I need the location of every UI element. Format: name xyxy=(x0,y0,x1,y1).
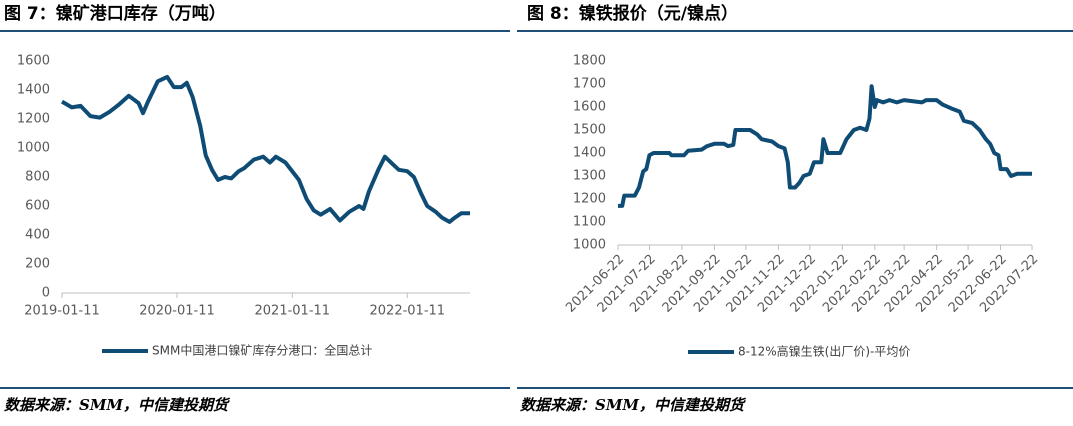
legend-label: SMM中国港口镍矿库存分港口：全国总计 xyxy=(152,343,372,358)
y-tick-label: 0 xyxy=(42,286,50,301)
y-tick-label: 1100 xyxy=(573,215,606,230)
y-tick-label: 1400 xyxy=(573,146,606,161)
y-tick-label: 1600 xyxy=(17,54,50,69)
y-tick-label: 1200 xyxy=(17,112,50,127)
source-note: 数据来源：SMM，中信建投期货 xyxy=(520,396,747,414)
y-tick-label: 1600 xyxy=(573,100,606,115)
y-tick-label: 1400 xyxy=(17,83,50,98)
y-tick-label: 1800 xyxy=(573,54,606,69)
y-tick-label: 200 xyxy=(25,257,50,272)
y-tick-label: 400 xyxy=(25,228,50,243)
y-tick-label: 1000 xyxy=(17,141,50,156)
x-tick-label: 2022-01-11 xyxy=(370,304,446,319)
x-tick-label: 2019-01-11 xyxy=(24,304,100,319)
y-tick-label: 1200 xyxy=(573,192,606,207)
source-note: 数据来源：SMM，中信建投期货 xyxy=(4,396,231,414)
legend-label: 8-12%高镍生铁(出厂价)-平均价 xyxy=(738,344,910,359)
x-tick-label: 2021-01-11 xyxy=(255,304,331,319)
y-tick-label: 1300 xyxy=(573,169,606,184)
data-line xyxy=(60,74,470,224)
y-tick-label: 1700 xyxy=(573,77,606,92)
y-tick-label: 600 xyxy=(25,199,50,214)
y-tick-label: 800 xyxy=(25,170,50,185)
y-tick-label: 1500 xyxy=(573,123,606,138)
chart-title: 图 7：镍矿港口库存（万吨） xyxy=(4,3,226,24)
data-line xyxy=(618,84,1032,208)
x-tick-label: 2020-01-11 xyxy=(139,304,215,319)
chart-title: 图 8：镍铁报价（元/镍点） xyxy=(527,3,738,24)
y-tick-label: 1000 xyxy=(573,238,606,253)
